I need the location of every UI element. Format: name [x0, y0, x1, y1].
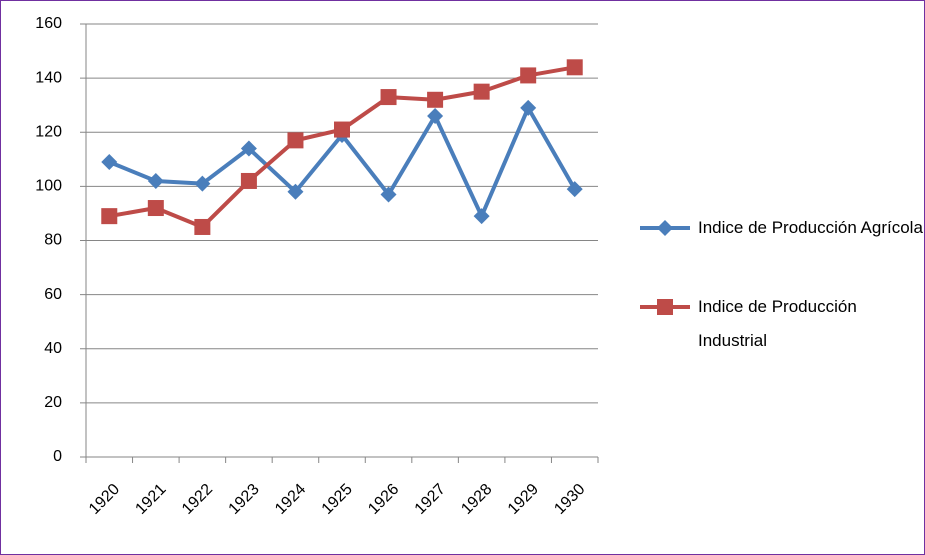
x-tick-label: 1921 [132, 481, 169, 518]
x-tick-label: 1926 [365, 481, 402, 518]
x-tick-label: 1925 [319, 481, 356, 518]
marker [194, 175, 211, 192]
legend-marker [657, 299, 673, 315]
marker [101, 208, 118, 225]
marker [380, 186, 397, 203]
marker [380, 89, 397, 106]
x-tick-label: 1929 [505, 481, 542, 518]
y-tick-label: 120 [35, 123, 62, 140]
x-tick-label: 1923 [226, 481, 263, 518]
marker [240, 140, 257, 157]
marker [334, 121, 350, 138]
y-tick-label: 20 [44, 394, 62, 411]
marker [566, 59, 583, 76]
x-tick-label: 1920 [86, 481, 123, 518]
marker [147, 172, 164, 189]
marker [427, 108, 444, 125]
marker [520, 99, 537, 116]
marker [473, 208, 490, 225]
y-tick-label: 40 [44, 340, 62, 357]
marker [287, 183, 304, 200]
series-line [108, 65, 576, 229]
marker [427, 91, 444, 108]
y-tick-label: 160 [35, 15, 62, 32]
marker [240, 172, 257, 189]
x-tick-label: 1927 [412, 481, 449, 518]
x-tick-label: 1924 [272, 481, 309, 518]
marker [520, 67, 537, 84]
marker [194, 218, 211, 235]
legend-marker [657, 220, 673, 236]
y-tick-label: 0 [53, 448, 62, 465]
y-tick-label: 80 [44, 232, 62, 249]
marker [473, 83, 490, 100]
x-tick-label: 1922 [179, 481, 216, 518]
marker [566, 181, 583, 198]
marker [287, 132, 304, 149]
marker [101, 154, 118, 171]
legend-label: Indice de Producción Industrial [698, 297, 857, 350]
x-tick-label: 1928 [458, 481, 495, 518]
marker [147, 200, 164, 217]
y-tick-label: 100 [35, 178, 62, 195]
x-tick-label: 1930 [551, 481, 588, 518]
y-tick-label: 60 [44, 286, 62, 303]
y-tick-label: 140 [35, 69, 62, 86]
legend-label: Indice de Producción Agrícola [698, 218, 923, 237]
